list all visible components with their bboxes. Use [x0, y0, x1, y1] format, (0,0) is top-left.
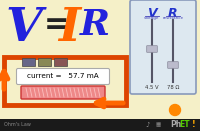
Text: current =   57.7 mA: current = 57.7 mA [27, 73, 99, 80]
Text: R: R [80, 8, 110, 42]
Text: ♪: ♪ [146, 121, 150, 127]
Bar [38, 58, 51, 66]
FancyBboxPatch shape [147, 46, 157, 52]
FancyBboxPatch shape [16, 69, 110, 84]
Circle shape [170, 105, 180, 116]
Text: ▦: ▦ [155, 122, 161, 127]
Text: 78 Ω: 78 Ω [167, 85, 179, 90]
Text: voltage: voltage [144, 16, 160, 20]
Bar [54, 58, 67, 66]
Text: =: = [44, 10, 70, 39]
Text: !: ! [192, 120, 196, 129]
Text: I: I [58, 5, 80, 51]
Text: V: V [147, 7, 157, 20]
Text: 4.5 V: 4.5 V [145, 85, 159, 90]
Text: resistance: resistance [162, 16, 184, 20]
Bar [0, 119, 200, 131]
FancyBboxPatch shape [168, 62, 178, 68]
FancyBboxPatch shape [130, 0, 196, 94]
Text: R: R [168, 7, 178, 20]
Text: ET: ET [179, 120, 190, 129]
FancyBboxPatch shape [4, 57, 126, 105]
Text: Ph: Ph [170, 120, 181, 129]
FancyBboxPatch shape [21, 86, 105, 99]
Bar [22, 58, 35, 66]
Text: Ohm's Law: Ohm's Law [4, 122, 31, 127]
Text: V: V [5, 5, 42, 51]
